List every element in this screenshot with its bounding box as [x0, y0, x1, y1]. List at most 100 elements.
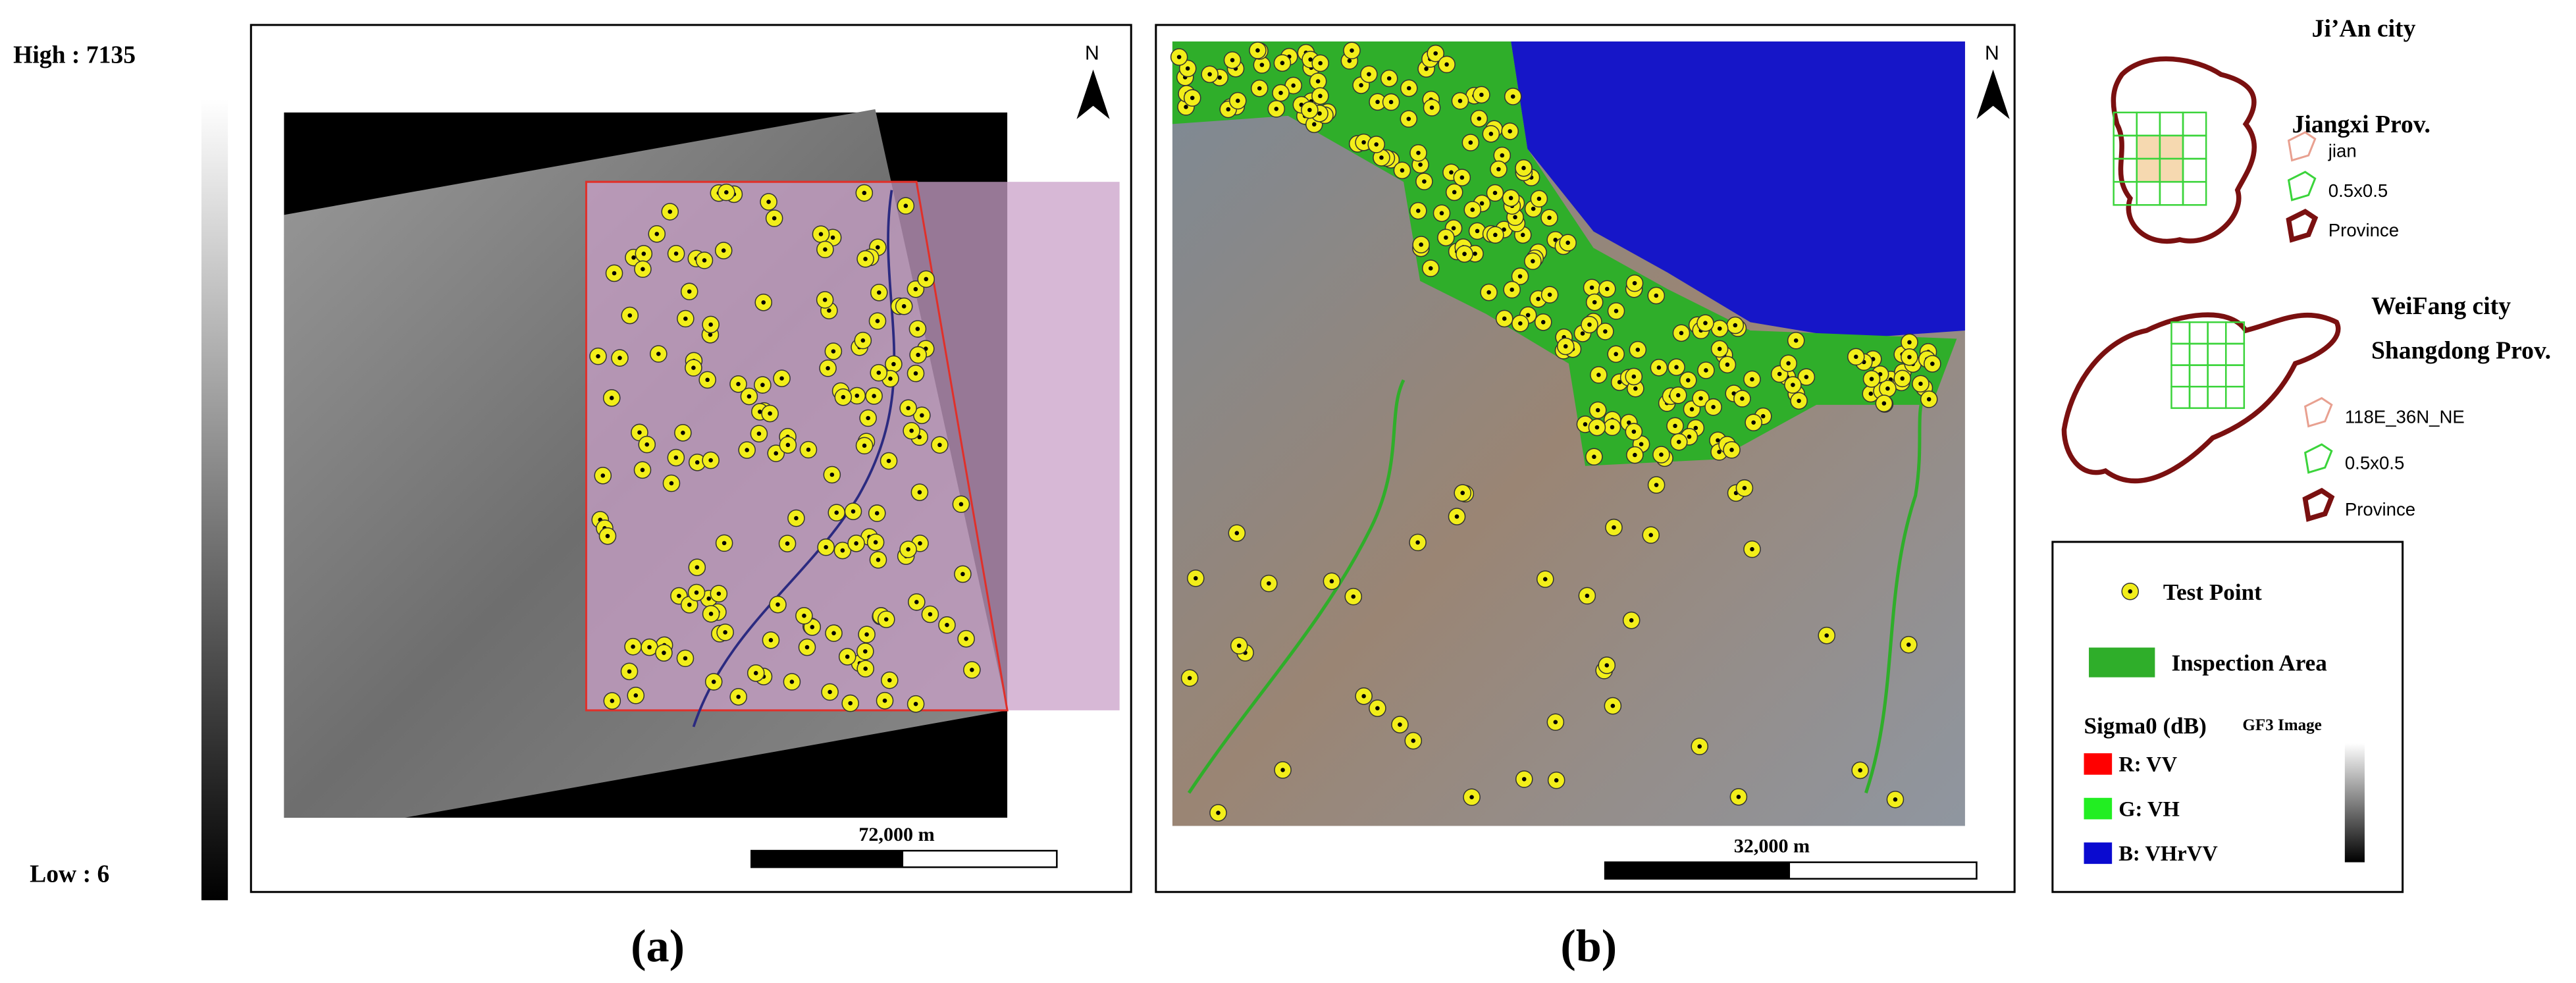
grid-cell	[2188, 385, 2209, 410]
grid-cell	[2207, 364, 2227, 388]
test-point-center	[1454, 514, 1459, 519]
channel-swatch	[2084, 753, 2113, 775]
test-point-center	[1359, 83, 1363, 88]
test-point-center	[862, 190, 867, 196]
test-point-center	[1422, 179, 1427, 184]
test-point-center	[1885, 386, 1890, 391]
test-point-center	[618, 356, 622, 360]
test-point-center	[1585, 593, 1590, 598]
test-point-center	[1367, 72, 1371, 76]
test-point-center	[914, 600, 919, 604]
grid-cell	[2207, 321, 2227, 345]
test-point-center	[1291, 83, 1296, 88]
test-point-center	[723, 630, 727, 635]
scale-label: 72,000 m	[858, 823, 934, 845]
test-point-center	[1416, 208, 1421, 213]
channel-label: R: VV	[2118, 753, 2177, 777]
test-point-center	[1374, 142, 1379, 147]
test-point-center	[662, 651, 666, 655]
test-point-center	[829, 472, 835, 477]
test-point-center	[695, 565, 700, 570]
test-point-center	[1632, 280, 1637, 286]
test-point-center	[627, 313, 633, 318]
test-point-center	[1207, 72, 1212, 77]
test-point-center	[1547, 292, 1552, 297]
test-point-center	[1717, 346, 1722, 352]
test-point-center	[1216, 810, 1221, 815]
scale-label: 32,000 m	[1734, 835, 1810, 857]
test-point-center	[1589, 285, 1594, 290]
test-point-center	[840, 548, 845, 553]
test-point-center	[708, 322, 713, 327]
test-point-center	[768, 638, 774, 643]
test-point-center	[1612, 525, 1616, 530]
legend-swatch	[2302, 487, 2335, 522]
water	[1511, 41, 1965, 339]
grid-cell	[2170, 364, 2191, 388]
test-point-center	[960, 571, 965, 577]
grid-cell	[2136, 157, 2161, 183]
test-point-center	[1693, 425, 1698, 431]
grid-cell	[2159, 180, 2184, 206]
test-point-center	[915, 327, 920, 331]
province-name: Shangdong Prov.	[2371, 337, 2551, 365]
legend-title: Sigma0 (dB)	[2084, 713, 2207, 739]
test-point-center	[705, 377, 710, 383]
test-point-center	[1881, 401, 1887, 406]
test-point-center	[1804, 375, 1809, 379]
test-point-center	[716, 591, 722, 596]
test-point-center	[1312, 122, 1317, 127]
grid-cell	[2136, 180, 2161, 206]
province-name: Jiangxi Prov.	[2292, 111, 2431, 138]
test-point-center	[1717, 450, 1722, 454]
test-point-center	[1583, 422, 1588, 427]
test-point-center	[1674, 365, 1679, 369]
test-point-center	[1318, 61, 1323, 66]
test-point-center	[1687, 435, 1692, 439]
test-point-center	[874, 511, 880, 516]
test-point-center	[1587, 322, 1592, 327]
test-point-center	[794, 516, 799, 521]
test-point-center	[756, 431, 762, 436]
test-point-center	[1906, 642, 1911, 647]
test-point-center	[687, 602, 692, 607]
test-point-center	[1255, 48, 1260, 53]
test-point-center	[876, 558, 881, 562]
test-point-center	[633, 693, 639, 698]
test-point-center	[970, 668, 974, 672]
test-point-center	[1428, 266, 1433, 271]
north-label: N	[1085, 43, 1099, 65]
test-point-center	[918, 541, 922, 546]
grid-cell	[2170, 321, 2191, 345]
legend-swatch	[2303, 443, 2333, 474]
test-point-center	[1416, 150, 1421, 155]
test-point-center	[1654, 293, 1659, 298]
test-point-center	[1184, 105, 1188, 109]
test-point-center	[1525, 313, 1531, 317]
north-arrow	[1976, 69, 2010, 119]
channel-swatch	[2084, 842, 2113, 864]
grid-cell	[2159, 157, 2184, 183]
test-point-center	[1679, 331, 1684, 336]
test-point-center	[1400, 168, 1405, 173]
test-point-center	[1824, 633, 1829, 638]
test-point-center	[1617, 380, 1622, 385]
test-point-center	[876, 370, 881, 375]
test-point-center	[656, 352, 661, 356]
test-point-center	[1717, 326, 1722, 331]
grid-cell	[2207, 385, 2227, 410]
test-point-center	[906, 547, 910, 552]
test-point-center	[1329, 579, 1334, 584]
test-point-center	[1307, 107, 1312, 113]
test-point-center	[1470, 207, 1475, 212]
test-point-center	[945, 622, 949, 627]
test-point-center	[877, 290, 881, 295]
test-point-center	[774, 451, 778, 456]
test-point-center	[1854, 354, 1858, 359]
test-point-center	[826, 365, 830, 371]
test-point-center	[866, 415, 870, 421]
gf3-colorbar	[2344, 743, 2365, 863]
test-point-center	[1675, 392, 1681, 398]
test-point-center	[631, 255, 636, 260]
test-point-center	[862, 443, 867, 448]
